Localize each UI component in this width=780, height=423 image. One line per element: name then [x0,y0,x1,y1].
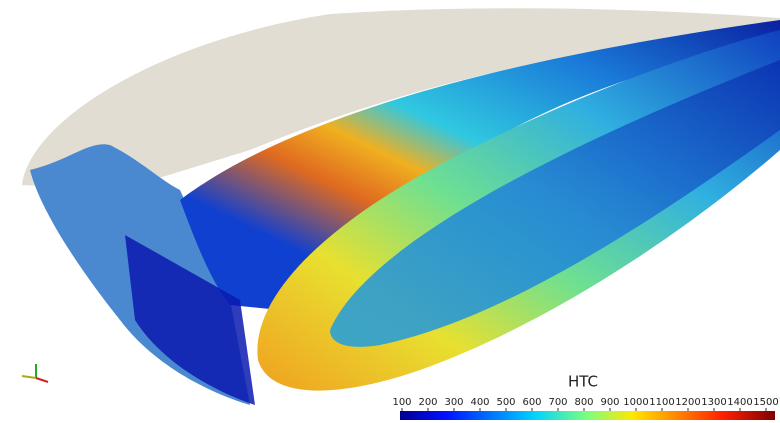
colorbar-tick-label: 200 [418,397,437,408]
colorbar-tick-label: 1200 [675,397,700,408]
colorbar-title: HTC [568,373,598,391]
colorbar-tick-label: 900 [600,397,619,408]
colorbar-tick-label: 1300 [701,397,726,408]
colorbar-tick-label: 1400 [727,397,752,408]
colorbar-tick-label: 1000 [623,397,648,408]
colorbar-tick-label: 1100 [649,397,674,408]
colorbar-tick-label: 600 [522,397,541,408]
colorbar-tick-label: 800 [574,397,593,408]
render-view: HTC 100200300400500600700800900100011001… [0,0,780,423]
colorbar-tick-label: 700 [548,397,567,408]
colorbar-tick-label: 300 [444,397,463,408]
colorbar-tick-label: 400 [470,397,489,408]
orientation-axes [22,364,48,382]
colorbar-tick-label: 100 [392,397,411,408]
colorbar-gradient [400,411,775,420]
colorbar-tick-label: 500 [496,397,515,408]
colorbar-tick-label: 1500 [753,397,778,408]
